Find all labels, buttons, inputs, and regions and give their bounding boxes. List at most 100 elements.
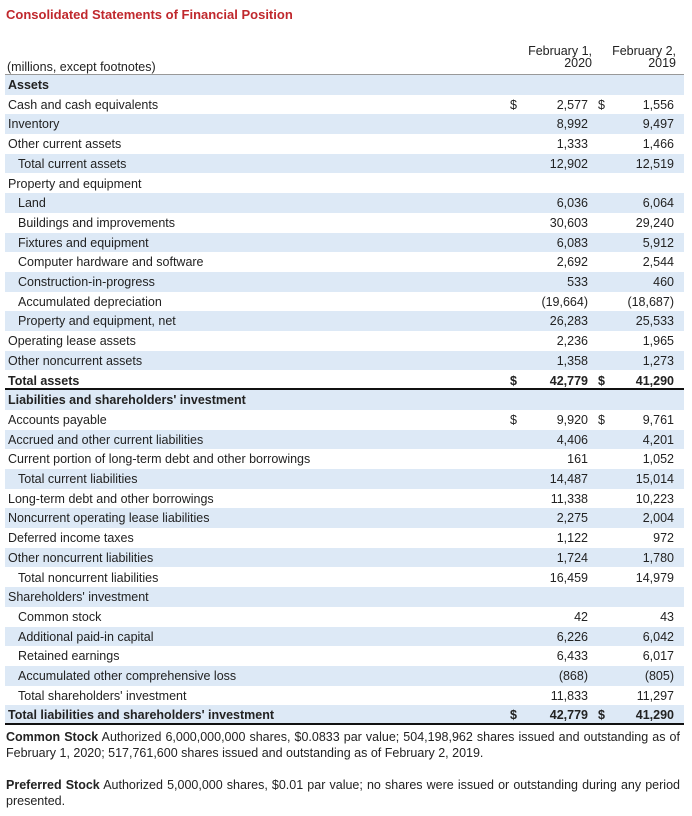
column-header: February 1, 2020 bbox=[528, 44, 592, 70]
row-label: Other current assets bbox=[8, 137, 122, 152]
cell-value: 4,406 bbox=[556, 432, 588, 447]
cell-value: 6,083 bbox=[556, 235, 588, 250]
row-label: Inventory bbox=[8, 117, 60, 132]
table-row: Total shareholders' investment 11,833 11,2… bbox=[5, 686, 684, 706]
cell-value: 8,992 bbox=[556, 117, 588, 132]
cell-value: 460 bbox=[653, 275, 674, 289]
cell-value: (805) bbox=[644, 669, 674, 683]
cell-value: 2,275 bbox=[556, 511, 588, 526]
cell-value: 42 bbox=[574, 609, 588, 624]
footnote: Preferred Stock Authorized 5,000,000 sha… bbox=[6, 777, 680, 809]
table-row: Accrued and other current liabilities 4,4… bbox=[5, 429, 684, 450]
cell-value: 2,004 bbox=[642, 511, 674, 526]
cell-value: 6,433 bbox=[556, 649, 588, 664]
cell-value: 1,122 bbox=[556, 531, 588, 546]
cell-value: 161 bbox=[567, 452, 588, 467]
column-header: (millions, except footnotes) bbox=[7, 60, 156, 74]
cell-value: 1,333 bbox=[556, 137, 588, 152]
row-label: Property and equipment, net bbox=[18, 314, 176, 329]
cell-value: 41,290 bbox=[635, 708, 674, 723]
cell-value: 5,912 bbox=[642, 235, 674, 250]
table-row: Total current liabilities 14,487 15,014 bbox=[5, 469, 684, 489]
currency: $ bbox=[598, 373, 605, 388]
row-label: Property and equipment bbox=[8, 176, 142, 191]
row-label: Accrued and other current liabilities bbox=[8, 432, 204, 447]
table-row: Other noncurrent assets 1,358 1,273 bbox=[5, 350, 684, 371]
row-label: Total noncurrent liabilities bbox=[18, 570, 159, 585]
row-label: Common stock bbox=[18, 609, 102, 624]
cell-value: 30,603 bbox=[549, 215, 588, 230]
row-label: Accumulated other comprehensive loss bbox=[18, 669, 237, 683]
footnote-title: Common Stock bbox=[6, 730, 99, 744]
cell-value: 10,223 bbox=[635, 491, 674, 506]
table-row: Other noncurrent liabilities 1,724 1,780 bbox=[5, 547, 684, 568]
table-row: Assets bbox=[5, 75, 684, 95]
cell-value: (19,664) bbox=[541, 294, 588, 309]
footnote-title: Preferred Stock bbox=[6, 778, 100, 792]
row-label: Other noncurrent assets bbox=[8, 353, 143, 368]
table-row: Total liabilities and shareholders' inve… bbox=[5, 705, 684, 726]
cell-value: 42,779 bbox=[549, 708, 588, 723]
table-row: Common stock 42 43 bbox=[5, 607, 684, 627]
cell-value: 1,965 bbox=[642, 334, 674, 349]
cell-value: 1,466 bbox=[642, 137, 674, 152]
currency: $ bbox=[598, 97, 605, 112]
cell-value: (868) bbox=[558, 669, 588, 683]
row-label: Shareholders' investment bbox=[8, 590, 149, 605]
table-row: Current portion of long-term debt and ot… bbox=[5, 449, 684, 469]
cell-value: 1,556 bbox=[642, 97, 674, 112]
cell-value: 6,017 bbox=[642, 649, 674, 664]
cell-value: 16,459 bbox=[549, 570, 588, 585]
cell-value: 11,297 bbox=[636, 688, 674, 703]
table-row: Construction-in-progress 533 460 bbox=[5, 272, 684, 292]
cell-value: 6,064 bbox=[642, 196, 674, 211]
currency: $ bbox=[510, 412, 517, 427]
row-label: Additional paid-in capital bbox=[18, 629, 154, 644]
cell-value: 533 bbox=[567, 275, 588, 289]
cell-value: 11,338 bbox=[550, 491, 588, 506]
cell-value: 1,273 bbox=[642, 353, 674, 368]
footnote: Common Stock Authorized 6,000,000,000 sh… bbox=[6, 729, 680, 761]
cell-value: 41,290 bbox=[635, 373, 674, 388]
cell-value: 9,761 bbox=[642, 412, 674, 427]
table-row: Property and equipment, net 26,283 25,533 bbox=[5, 311, 684, 332]
table-row: Buildings and improvements 30,603 29,240 bbox=[5, 213, 684, 233]
table-row: Computer hardware and software 2,692 2,544 bbox=[5, 252, 684, 272]
table-row: Long-term debt and other borrowings 11,33… bbox=[5, 489, 684, 509]
table-row: Liabilities and shareholders' investment bbox=[5, 390, 684, 410]
table-row: Total current assets 12,902 12,519 bbox=[5, 153, 684, 174]
currency: $ bbox=[510, 373, 517, 388]
row-label: Total current assets bbox=[18, 156, 127, 171]
cell-value: (18,687) bbox=[627, 294, 674, 309]
row-label: Computer hardware and software bbox=[18, 255, 204, 270]
row-label: Total shareholders' investment bbox=[18, 688, 187, 703]
cell-value: 4,201 bbox=[642, 432, 674, 447]
cell-value: 11,833 bbox=[550, 688, 588, 703]
row-label: Construction-in-progress bbox=[18, 275, 155, 289]
cell-value: 2,692 bbox=[556, 255, 588, 270]
table-row: Retained earnings 6,433 6,017 bbox=[5, 646, 684, 666]
cell-value: 9,497 bbox=[642, 117, 674, 132]
table-row: Accumulated other comprehensive loss (868… bbox=[5, 666, 684, 686]
cell-value: 1,780 bbox=[642, 550, 674, 565]
row-label: Retained earnings bbox=[18, 649, 120, 664]
cell-value: 1,052 bbox=[642, 452, 674, 467]
row-label: Total assets bbox=[8, 373, 80, 388]
cell-value: 12,902 bbox=[549, 156, 588, 171]
cell-value: 15,014 bbox=[635, 472, 674, 486]
cell-value: 6,036 bbox=[556, 196, 588, 211]
cell-value: 14,979 bbox=[635, 570, 674, 585]
currency: $ bbox=[510, 97, 517, 112]
cell-value: 6,042 bbox=[642, 629, 674, 644]
cell-value: 25,533 bbox=[635, 314, 674, 329]
row-label: Long-term debt and other borrowings bbox=[8, 491, 214, 506]
table-row: Shareholders' investment bbox=[5, 587, 684, 607]
table-row: Total noncurrent liabilities 16,459 14,979 bbox=[5, 568, 684, 588]
cell-value: 1,724 bbox=[556, 550, 588, 565]
table-row: Accumulated depreciation (19,664) (18,687) bbox=[5, 292, 684, 312]
cell-value: 972 bbox=[653, 531, 674, 546]
row-label: Accumulated depreciation bbox=[18, 294, 162, 309]
footnote-text: Authorized 5,000,000 shares, $0.01 par v… bbox=[6, 778, 680, 808]
row-label: Land bbox=[18, 196, 46, 211]
